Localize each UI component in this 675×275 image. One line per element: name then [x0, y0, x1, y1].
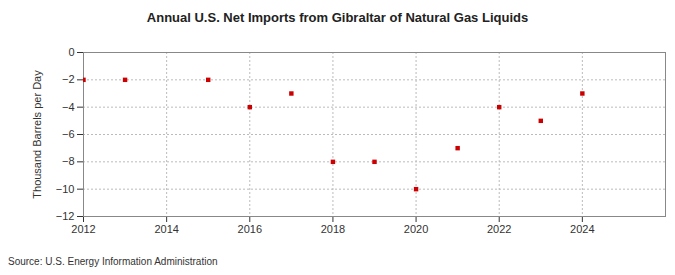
- svg-text:0: 0: [68, 46, 74, 58]
- svg-text:−12: −12: [56, 210, 75, 222]
- html-text:Source: U.S. Energy Informatio: Source: U.S. Energy Information Administ…: [8, 256, 218, 267]
- html-text:Annual U.S. Net Imports from G: Annual U.S. Net Imports from Gibraltar o…: [146, 10, 529, 25]
- svg-text:2020: 2020: [404, 223, 428, 235]
- svg-text:2016: 2016: [238, 223, 262, 235]
- svg-text:−10: −10: [56, 183, 75, 195]
- svg-text:−2: −2: [62, 73, 75, 85]
- svg-text:2024: 2024: [570, 223, 594, 235]
- svg-text:−6: −6: [62, 128, 75, 140]
- svg-text:2022: 2022: [487, 223, 511, 235]
- svg-text:−4: −4: [62, 101, 75, 113]
- svg-text:2018: 2018: [321, 223, 345, 235]
- svg-text:2014: 2014: [154, 223, 178, 235]
- svg-text:2012: 2012: [71, 223, 95, 235]
- svg-text:−8: −8: [62, 155, 75, 167]
- svg-text:Thousand Barrels per Day: Thousand Barrels per Day: [31, 70, 43, 199]
